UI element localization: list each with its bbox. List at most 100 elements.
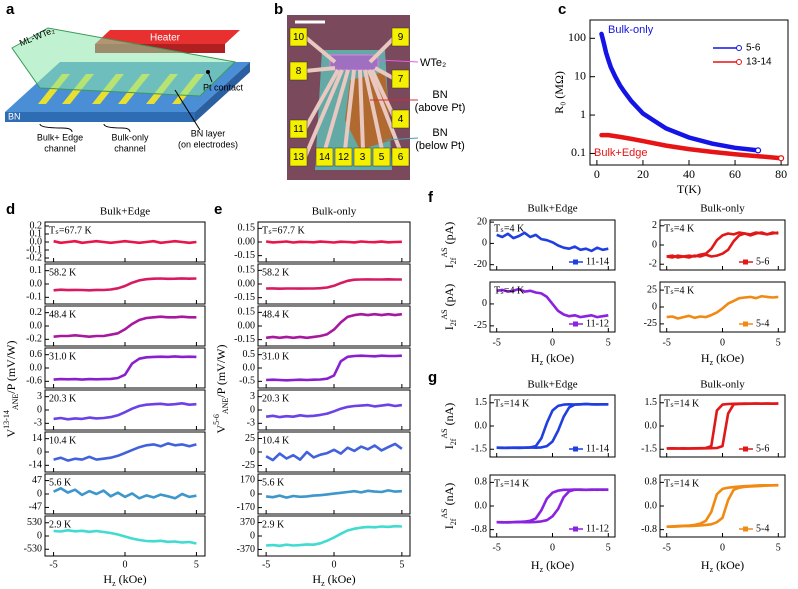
bn-slab-side	[195, 62, 250, 122]
annotation: Tₛ=4 K	[494, 223, 525, 234]
data-line	[265, 240, 402, 244]
pad	[289, 61, 308, 81]
x-tick-label: 5	[606, 337, 611, 348]
y-tick-label: 0.0	[30, 362, 43, 373]
annotation: 10.4 K	[49, 435, 77, 446]
schematic: Heater ML-WTe₂ Pt contact BN Bulk+ Edge …	[5, 25, 250, 153]
x-axis-label-main: H	[531, 351, 540, 365]
y-tick-label: 0.1	[30, 265, 43, 276]
annotation: 5.6 K	[262, 477, 285, 488]
schematic-label: (on electrodes)	[178, 139, 238, 149]
legend-marker	[573, 259, 578, 265]
legend-label: 11-14	[586, 256, 609, 267]
x-tick-label: -5	[493, 337, 501, 348]
y-tick-label: 0.1	[571, 145, 586, 159]
y-tick-label: 25	[647, 284, 657, 295]
end-marker	[754, 147, 762, 154]
y-tick-label: 0.15	[238, 307, 256, 318]
y-axis-label: V13-14ANE/P (mV/W)	[2, 340, 20, 437]
data-line	[266, 278, 402, 290]
data-line	[53, 239, 197, 245]
y-tick-label: 3	[37, 391, 42, 402]
y-axis-label-sup: AS	[440, 309, 449, 319]
y-tick-label: -14	[29, 460, 42, 471]
annotation: 5.6 K	[49, 477, 72, 488]
annotation: Tₛ=67.7 K	[49, 225, 92, 236]
annotation: Tₛ=14 K	[664, 478, 700, 489]
y-tick-label: -3	[247, 418, 255, 429]
column-title: Bulk-only	[700, 379, 745, 391]
schematic-label: Bulk-only	[111, 132, 149, 142]
x-tick-label: 5	[776, 337, 781, 348]
panel-label: c	[558, 1, 566, 18]
pad	[391, 27, 410, 47]
y-tick-label: 14	[32, 433, 42, 444]
y-tick-label: 1.5	[475, 397, 488, 408]
annotation: 31.0 K	[262, 351, 290, 362]
y-tick-label: 0.15	[238, 223, 256, 234]
annotation: 10.4 K	[262, 435, 290, 446]
annotation: 58.2 K	[49, 267, 77, 278]
y-tick-label: -0.2	[26, 252, 42, 263]
y-tick-label: -0.1	[26, 292, 42, 303]
y-axis-label: R₀ (MΩ)	[552, 71, 566, 114]
y-tick-label: -1.5	[471, 444, 487, 455]
y-tick-label: 0	[250, 530, 255, 541]
pad-label: 6	[398, 152, 404, 163]
y-tick-label: -3	[34, 418, 42, 429]
data-line	[53, 315, 197, 338]
data-line	[53, 442, 197, 462]
y-tick-label: 0	[482, 238, 487, 249]
y-tick-label: 0.0	[475, 500, 488, 511]
annotation: Tₛ=14 K	[494, 398, 530, 409]
data-line	[53, 529, 197, 545]
legend-marker	[743, 259, 748, 265]
legend-label: 11-14	[586, 443, 609, 454]
y-tick-label: 100	[568, 30, 586, 44]
y-tick-label: 0.0	[645, 420, 658, 431]
x-tick-label: -5	[262, 559, 270, 570]
y-tick-label: 1	[580, 107, 586, 121]
annotation: 31.0 K	[49, 351, 77, 362]
panel-label: e	[214, 201, 222, 218]
annotation: Tₛ=67.7 K	[262, 225, 305, 236]
x-tick-label: 0	[720, 542, 725, 553]
y-axis-label-rest: (nA)	[442, 483, 456, 509]
y-tick-label: 0.00	[238, 236, 256, 247]
data-line	[599, 132, 784, 161]
panel-label: g	[428, 369, 437, 386]
annotation: 20.3 K	[49, 393, 77, 404]
pad	[372, 147, 391, 167]
pad-label: 14	[319, 152, 331, 163]
legend-marker	[743, 321, 748, 327]
legend-label: 5-6	[756, 443, 769, 454]
y-axis-label-sub: ANE	[221, 398, 230, 415]
legend-label: 11-12	[586, 318, 609, 329]
x-axis-label: Hz (kOe)	[312, 572, 355, 589]
legend-label: 5-6	[746, 43, 761, 54]
y-axis-label: I2fAS (nA)	[440, 483, 458, 530]
y-tick-label: -2	[649, 259, 657, 270]
x-axis-label-main: H	[701, 558, 710, 572]
x-tick-label: 0	[720, 337, 725, 348]
heater	[95, 30, 240, 44]
data-line	[666, 231, 779, 259]
y-tick-label: 25	[245, 433, 255, 444]
y-axis-label-rest: (nA)	[442, 403, 456, 429]
data-line	[496, 488, 609, 524]
y-axis-label-main: I	[442, 326, 456, 330]
y-tick-label: 3	[250, 391, 255, 402]
y-tick-label: -0.8	[471, 524, 487, 535]
y-tick-label: 0.2	[30, 307, 43, 318]
y-tick-label: -0.15	[234, 334, 255, 345]
y-tick-label: -530	[24, 544, 42, 555]
legend-label: 5-6	[756, 256, 769, 267]
y-axis-label: I2fAS (pA)	[440, 222, 458, 269]
x-axis-label-main: H	[701, 351, 710, 365]
x-axis-label-sub: z	[112, 579, 116, 588]
x-tick-label: 5	[399, 559, 404, 570]
x-tick-label: 0	[550, 542, 555, 553]
y-tick-label: -370	[237, 544, 255, 555]
data-line	[496, 231, 609, 253]
